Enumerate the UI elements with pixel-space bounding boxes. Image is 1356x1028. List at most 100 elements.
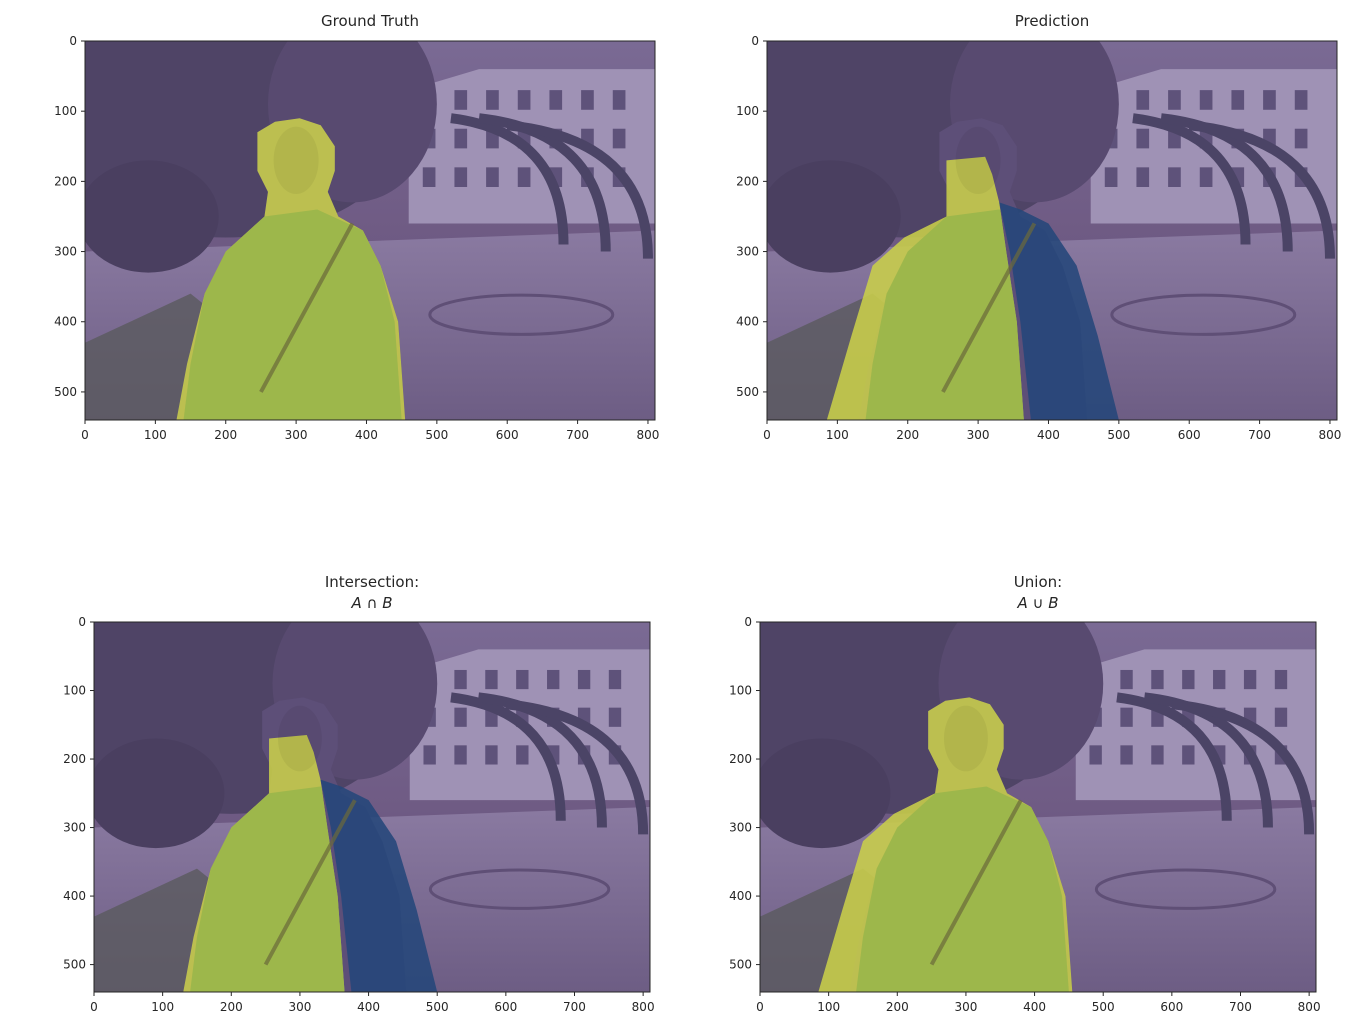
- x-tick-label: 200: [220, 1000, 243, 1014]
- axes-frame: [766, 40, 1338, 421]
- building-window: [1136, 90, 1150, 110]
- building-window: [1231, 90, 1245, 110]
- building-window: [581, 90, 594, 110]
- arch-sculpture: [450, 692, 566, 821]
- mask-clothing-tint: [190, 786, 345, 992]
- building-window: [486, 90, 499, 110]
- building-window: [549, 90, 563, 110]
- building-window: [608, 707, 622, 727]
- y-tick-label: 300: [736, 245, 759, 259]
- tree-foliage: [94, 738, 225, 849]
- x-tick-label: 400: [355, 428, 378, 442]
- panel-2: 0 100 200 300 400 500 600 700 800 0 100 200 300 400 50…: [736, 12, 1341, 442]
- mask-person-right: [999, 202, 1119, 420]
- panel-4: 0 100 200 300 400 500 600 700 800 0 100 200 300 400 50…: [729, 573, 1320, 1014]
- building-window: [454, 669, 467, 690]
- arch-sculpture: [1132, 113, 1251, 245]
- building-window: [1199, 90, 1213, 110]
- y-tick-label: 400: [54, 315, 77, 329]
- x-tick-label: 600: [494, 1000, 517, 1014]
- x-tick-label: 0: [81, 428, 89, 442]
- x-tick-label: 400: [1037, 428, 1060, 442]
- axes-frame: [759, 621, 1317, 993]
- panel-title: Prediction: [1015, 12, 1090, 30]
- face: [277, 705, 322, 772]
- y-tick-label: 500: [736, 385, 759, 399]
- panel-title: Union:: [1014, 573, 1062, 591]
- x-tick-label: 700: [1248, 428, 1271, 442]
- x-tick-label: 300: [967, 428, 990, 442]
- x-tick-label: 600: [1160, 1000, 1183, 1014]
- panel-title: Ground Truth: [321, 12, 419, 30]
- bag-strap: [263, 799, 357, 966]
- building-window: [454, 167, 468, 187]
- arch-sculpture: [1188, 120, 1335, 259]
- y-tick-label: 200: [54, 174, 77, 188]
- building-window: [423, 745, 436, 765]
- y-tick-label: 100: [736, 104, 759, 118]
- y-tick-label: 500: [54, 385, 77, 399]
- arch-sculpture: [1116, 692, 1232, 821]
- building-window: [485, 745, 498, 765]
- building-window: [485, 669, 498, 690]
- tree-foliage: [767, 160, 901, 273]
- y-tick-label: 400: [736, 315, 759, 329]
- x-tick-label: 100: [151, 1000, 174, 1014]
- x-tick-label: 500: [1107, 428, 1130, 442]
- x-tick-label: 800: [637, 428, 660, 442]
- mask-clothing-tint: [865, 209, 1024, 420]
- bag-strap: [941, 222, 1037, 393]
- x-tick-label: 0: [763, 428, 771, 442]
- y-tick-label: 500: [729, 958, 752, 972]
- building-window: [1182, 745, 1195, 765]
- building-window: [1182, 669, 1195, 690]
- x-tick-label: 200: [214, 428, 237, 442]
- panel-title: Intersection:: [325, 573, 419, 591]
- building-window: [1120, 745, 1133, 765]
- x-tick-label: 400: [1023, 1000, 1046, 1014]
- building-window: [1294, 90, 1308, 110]
- building-window: [516, 669, 529, 690]
- x-tick-label: 300: [285, 428, 308, 442]
- building-window: [1136, 128, 1150, 149]
- building-window: [1263, 90, 1276, 110]
- scene-image: [94, 622, 650, 992]
- y-tick-label: 400: [729, 889, 752, 903]
- x-tick-label: 500: [1092, 1000, 1115, 1014]
- arch-sculpture: [450, 113, 569, 245]
- building-window: [422, 167, 436, 187]
- y-tick-label: 100: [729, 684, 752, 698]
- building-window: [454, 707, 467, 727]
- y-tick-label: 0: [69, 34, 77, 48]
- x-tick-label: 100: [826, 428, 849, 442]
- x-tick-label: 100: [144, 428, 167, 442]
- y-tick-label: 300: [54, 245, 77, 259]
- building-window: [1104, 167, 1118, 187]
- face: [273, 126, 319, 195]
- y-tick-label: 500: [63, 958, 86, 972]
- y-tick-label: 200: [63, 752, 86, 766]
- building-window: [454, 90, 468, 110]
- building-window: [1213, 669, 1226, 690]
- x-tick-label: 400: [357, 1000, 380, 1014]
- x-tick-label: 0: [756, 1000, 764, 1014]
- tree-foliage: [760, 738, 891, 849]
- building-window: [1136, 167, 1150, 187]
- x-tick-label: 600: [1178, 428, 1201, 442]
- x-tick-label: 500: [425, 428, 448, 442]
- building-window: [1274, 669, 1288, 690]
- y-tick-label: 0: [744, 615, 752, 629]
- y-tick-label: 200: [729, 752, 752, 766]
- x-tick-label: 100: [817, 1000, 840, 1014]
- scene-image: [85, 41, 655, 420]
- scene-image: [767, 41, 1337, 420]
- ground-path-ring: [1110, 293, 1297, 336]
- x-tick-label: 600: [496, 428, 519, 442]
- bag-strap: [259, 222, 355, 393]
- building-window: [1274, 707, 1288, 727]
- face: [955, 126, 1001, 195]
- building-window: [1168, 167, 1181, 187]
- panel-1: 0 100 200 300 400 500 600 700 800 0 100 200 300 400 50…: [54, 12, 660, 442]
- panel-3: 0 100 200 300 400 500 600 700 800 0 100 200 300 400 50…: [63, 573, 654, 1014]
